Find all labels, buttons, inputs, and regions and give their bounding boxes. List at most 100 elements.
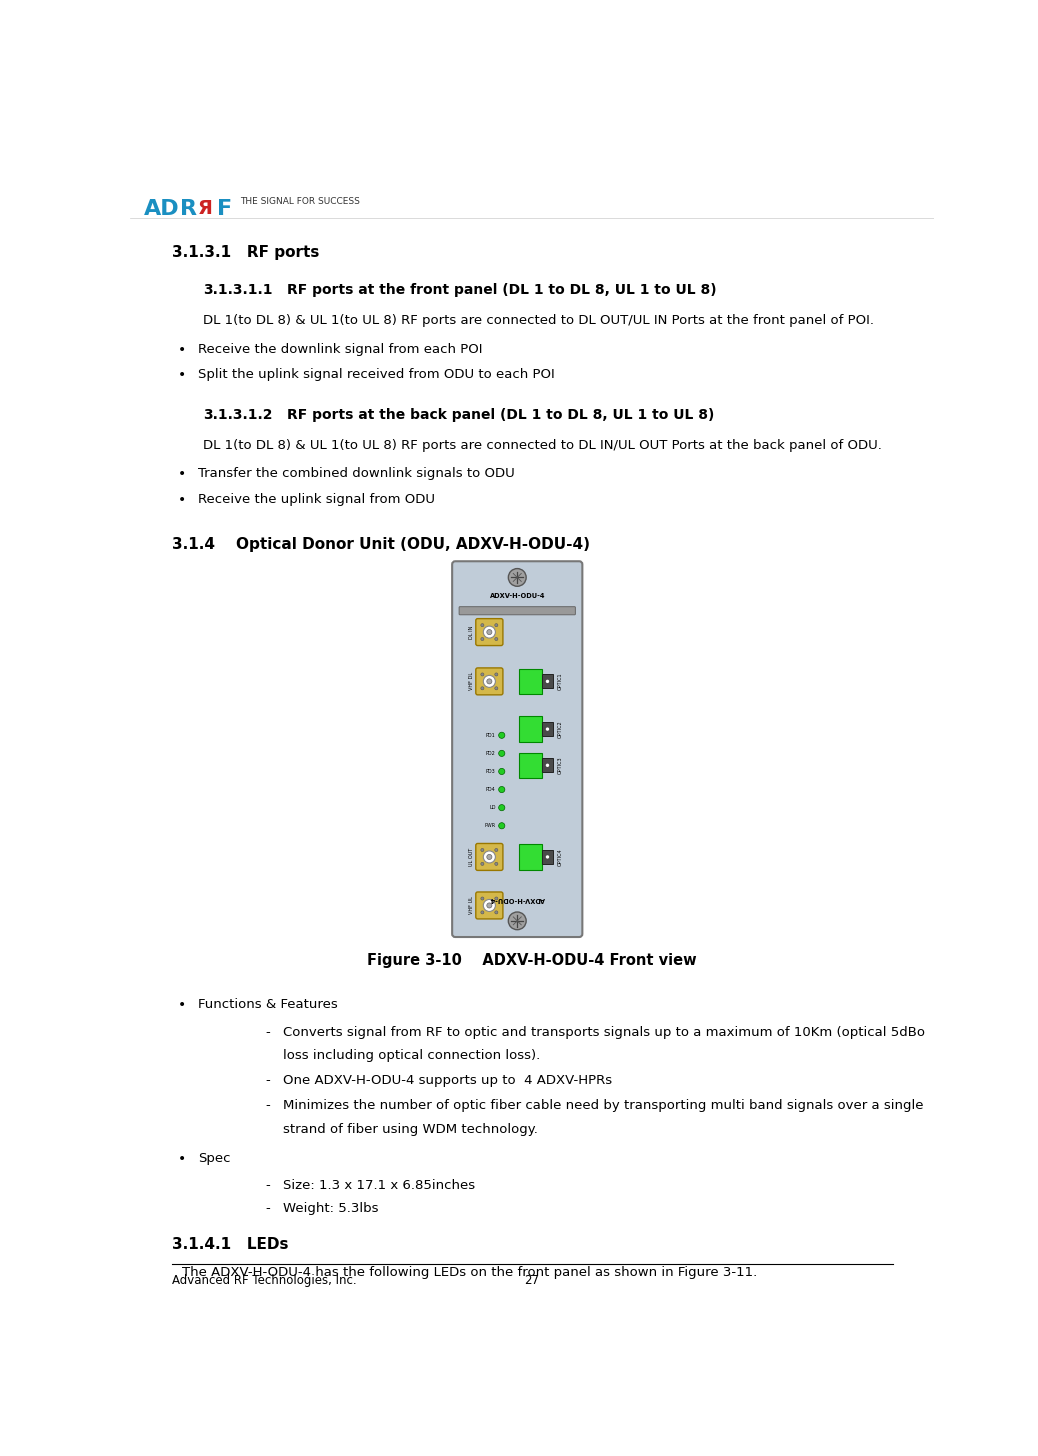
Text: Functions & Features: Functions & Features	[198, 997, 337, 1010]
Text: Weight: 5.3lbs: Weight: 5.3lbs	[283, 1201, 379, 1214]
FancyBboxPatch shape	[459, 607, 575, 614]
Text: 3.1.3.1   RF ports: 3.1.3.1 RF ports	[172, 245, 320, 259]
Bar	[542, 850, 553, 863]
Bar	[542, 722, 553, 737]
FancyBboxPatch shape	[475, 619, 503, 645]
Circle shape	[484, 900, 495, 911]
Circle shape	[498, 732, 504, 738]
Text: Size: 1.3 x 17.1 x 6.85inches: Size: 1.3 x 17.1 x 6.85inches	[283, 1179, 475, 1192]
Circle shape	[481, 897, 484, 900]
Text: PD3: PD3	[486, 769, 495, 775]
Circle shape	[495, 673, 498, 676]
Circle shape	[487, 855, 492, 859]
Text: 3.1.4.1   LEDs: 3.1.4.1 LEDs	[172, 1236, 289, 1252]
Text: -: -	[266, 1025, 270, 1038]
Circle shape	[484, 626, 495, 638]
Circle shape	[495, 687, 498, 690]
Text: -: -	[266, 1201, 270, 1214]
Circle shape	[509, 569, 526, 587]
Circle shape	[498, 786, 504, 792]
Circle shape	[546, 763, 549, 767]
Circle shape	[481, 638, 484, 641]
Circle shape	[481, 687, 484, 690]
Text: DL 1(to DL 8) & UL 1(to UL 8) RF ports are connected to DL IN/UL OUT Ports at th: DL 1(to DL 8) & UL 1(to UL 8) RF ports a…	[203, 438, 882, 451]
Text: Receive the downlink signal from each POI: Receive the downlink signal from each PO…	[198, 342, 483, 355]
Bar	[519, 844, 542, 869]
Circle shape	[481, 862, 484, 865]
Text: -: -	[266, 1099, 270, 1112]
Text: 3.1.3.1.1: 3.1.3.1.1	[203, 284, 273, 297]
Text: ADXV-H-ODU-4: ADXV-H-ODU-4	[490, 593, 545, 598]
Text: Converts signal from RF to optic and transports signals up to a maximum of 10Km : Converts signal from RF to optic and tra…	[283, 1025, 925, 1038]
Text: -: -	[266, 1179, 270, 1192]
Text: Я: Я	[198, 198, 213, 217]
Circle shape	[498, 805, 504, 811]
Circle shape	[487, 629, 492, 635]
Text: OPTIC1: OPTIC1	[557, 673, 563, 690]
Text: PD1: PD1	[486, 732, 495, 738]
Text: OPTIC4: OPTIC4	[557, 849, 563, 866]
Text: 3.1.3.1.2: 3.1.3.1.2	[203, 408, 273, 422]
Text: AD: AD	[143, 198, 180, 218]
Text: •: •	[177, 368, 186, 381]
Circle shape	[484, 676, 495, 687]
Text: •: •	[177, 492, 186, 507]
Text: strand of fiber using WDM technology.: strand of fiber using WDM technology.	[283, 1123, 538, 1136]
Text: Receive the uplink signal from ODU: Receive the uplink signal from ODU	[198, 492, 435, 505]
Circle shape	[498, 769, 504, 775]
Text: VHF UL: VHF UL	[469, 897, 474, 914]
Text: VHF DL: VHF DL	[469, 673, 474, 690]
Text: Advanced RF Technologies, Inc.: Advanced RF Technologies, Inc.	[172, 1274, 357, 1287]
Text: 27: 27	[524, 1274, 540, 1287]
Circle shape	[498, 750, 504, 757]
Text: -: -	[266, 1075, 270, 1088]
Circle shape	[495, 911, 498, 914]
FancyBboxPatch shape	[475, 843, 503, 871]
Circle shape	[481, 623, 484, 626]
Text: THE SIGNAL FOR SUCCESS: THE SIGNAL FOR SUCCESS	[240, 197, 360, 207]
Circle shape	[484, 850, 495, 863]
Text: The ADXV-H-ODU-4 has the following LEDs on the front panel as shown in Figure 3-: The ADXV-H-ODU-4 has the following LEDs …	[183, 1265, 758, 1278]
Circle shape	[481, 673, 484, 676]
Circle shape	[495, 623, 498, 626]
Circle shape	[546, 855, 549, 859]
Text: RF ports at the front panel (DL 1 to DL 8, UL 1 to UL 8): RF ports at the front panel (DL 1 to DL …	[288, 284, 716, 297]
Text: OPTIC3: OPTIC3	[557, 757, 563, 775]
Circle shape	[546, 728, 549, 731]
Text: Spec: Spec	[198, 1152, 230, 1165]
Text: One ADXV-H-ODU-4 supports up to  4 ADXV-HPRs: One ADXV-H-ODU-4 supports up to 4 ADXV-H…	[283, 1075, 612, 1088]
Text: DL 1(to DL 8) & UL 1(to UL 8) RF ports are connected to DL OUT/UL IN Ports at th: DL 1(to DL 8) & UL 1(to UL 8) RF ports a…	[203, 314, 874, 328]
Bar	[519, 716, 542, 741]
Circle shape	[495, 638, 498, 641]
Bar	[519, 753, 542, 778]
Text: •: •	[177, 997, 186, 1012]
Circle shape	[487, 903, 492, 909]
Circle shape	[481, 849, 484, 852]
Text: Transfer the combined downlink signals to ODU: Transfer the combined downlink signals t…	[198, 467, 515, 480]
Circle shape	[495, 897, 498, 900]
Text: •: •	[177, 342, 186, 357]
Text: PD4: PD4	[486, 788, 495, 792]
FancyBboxPatch shape	[475, 668, 503, 695]
FancyBboxPatch shape	[453, 561, 582, 938]
Circle shape	[495, 862, 498, 865]
Text: Minimizes the number of optic fiber cable need by transporting multi band signal: Minimizes the number of optic fiber cabl…	[283, 1099, 924, 1112]
Text: DL IN: DL IN	[469, 626, 474, 639]
Text: RF ports at the back panel (DL 1 to DL 8, UL 1 to UL 8): RF ports at the back panel (DL 1 to DL 8…	[288, 408, 714, 422]
Text: Split the uplink signal received from ODU to each POI: Split the uplink signal received from OD…	[198, 368, 554, 381]
Text: PD2: PD2	[486, 751, 495, 756]
FancyBboxPatch shape	[475, 893, 503, 919]
Text: PWR: PWR	[485, 823, 495, 828]
Text: 3.1.4    Optical Donor Unit (ODU, ADXV-H-ODU-4): 3.1.4 Optical Donor Unit (ODU, ADXV-H-OD…	[172, 537, 591, 552]
Bar	[542, 759, 553, 772]
Text: loss including optical connection loss).: loss including optical connection loss).	[283, 1048, 541, 1061]
Circle shape	[546, 680, 549, 683]
Text: LD: LD	[489, 805, 495, 810]
Text: ADXV-H-ODU-4: ADXV-H-ODU-4	[490, 895, 545, 901]
Text: •: •	[177, 1152, 186, 1166]
Bar	[519, 668, 542, 695]
Text: OPTIC2: OPTIC2	[557, 721, 563, 738]
Text: Figure 3-10    ADXV-H-ODU-4 Front view: Figure 3-10 ADXV-H-ODU-4 Front view	[367, 954, 696, 968]
Text: •: •	[177, 467, 186, 482]
Bar	[542, 674, 553, 689]
